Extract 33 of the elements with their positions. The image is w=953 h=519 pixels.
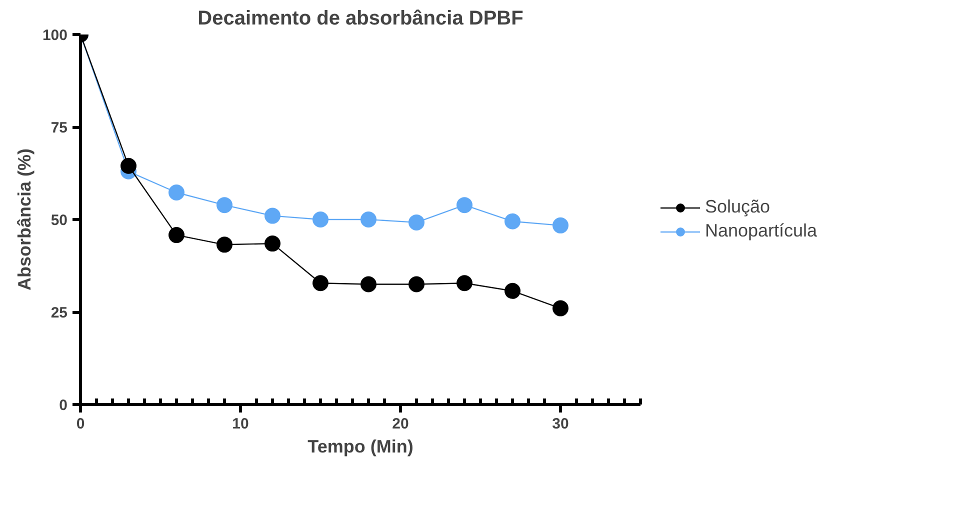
point xyxy=(456,197,472,214)
y-tick-label: 25 xyxy=(50,304,68,322)
point xyxy=(168,184,184,200)
legend-label: Nanopartícula xyxy=(705,220,818,242)
x-tick-label: 30 xyxy=(552,416,569,432)
x-tick-label: 0 xyxy=(76,416,85,432)
legend-label: Solução xyxy=(705,196,770,218)
point xyxy=(408,276,424,292)
point xyxy=(504,213,520,230)
point xyxy=(360,212,376,228)
y-axis-title: Absorbância (%) xyxy=(14,148,34,291)
y-tick-label: 50 xyxy=(50,212,68,229)
point xyxy=(360,276,376,292)
chart-title: Decaimento de absorbância DPBF xyxy=(198,8,524,30)
point xyxy=(552,217,568,234)
x-axis-title: Tempo (Min) xyxy=(308,436,414,456)
x-tick-label: 10 xyxy=(232,416,249,432)
point xyxy=(264,208,280,224)
point xyxy=(312,275,328,292)
point xyxy=(216,197,232,214)
point xyxy=(504,282,520,299)
point xyxy=(312,212,328,228)
y-tick-label: 100 xyxy=(42,27,68,44)
point xyxy=(168,227,184,244)
point xyxy=(264,236,280,252)
point xyxy=(456,275,472,292)
y-tick-label: 75 xyxy=(50,120,68,136)
point xyxy=(408,214,424,230)
point xyxy=(120,158,136,174)
x-tick-label: 20 xyxy=(392,416,409,432)
y-tick-label: 0 xyxy=(59,397,68,414)
point xyxy=(552,300,568,316)
point xyxy=(216,236,232,253)
